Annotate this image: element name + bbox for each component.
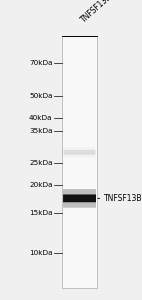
Text: 70kDa: 70kDa xyxy=(29,60,53,66)
Text: 35kDa: 35kDa xyxy=(29,128,53,134)
Text: TNFSF13B: TNFSF13B xyxy=(104,194,142,203)
Text: 50kDa: 50kDa xyxy=(29,93,53,99)
Text: 25kDa: 25kDa xyxy=(29,160,53,166)
Text: 10kDa: 10kDa xyxy=(29,250,53,256)
FancyBboxPatch shape xyxy=(64,150,95,155)
Text: 40kDa: 40kDa xyxy=(29,115,53,121)
Text: 15kDa: 15kDa xyxy=(29,210,53,216)
FancyBboxPatch shape xyxy=(63,194,96,202)
Bar xyxy=(62,36,97,288)
FancyBboxPatch shape xyxy=(63,189,96,197)
Text: TNFSF13B: TNFSF13B xyxy=(80,0,114,24)
FancyBboxPatch shape xyxy=(64,152,95,157)
FancyBboxPatch shape xyxy=(64,148,95,152)
FancyBboxPatch shape xyxy=(63,200,96,208)
Text: 20kDa: 20kDa xyxy=(29,182,53,188)
